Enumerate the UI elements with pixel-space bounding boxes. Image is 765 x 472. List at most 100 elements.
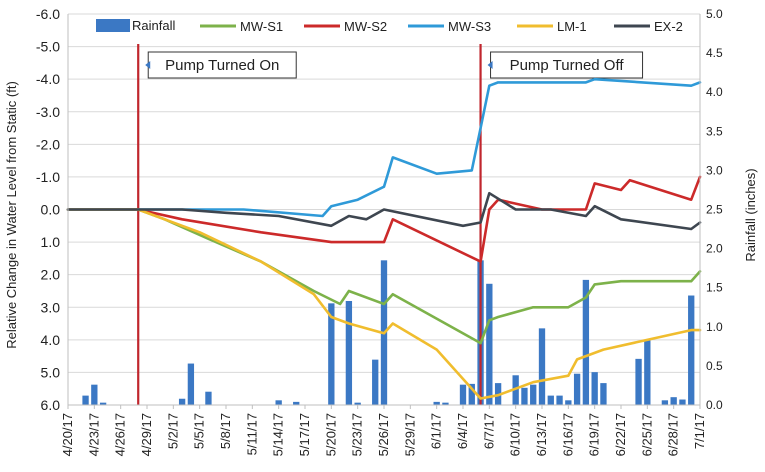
rainfall-bar — [354, 402, 361, 405]
y-tick-label: -4.0 — [36, 71, 60, 87]
legend-label-rainfall: Rainfall — [132, 18, 175, 33]
rainfall-bar — [565, 400, 572, 405]
y-tick-label: 1.0 — [41, 234, 61, 250]
y2-axis-label: Rainfall (inches) — [743, 168, 758, 261]
series-line-ex-2 — [66, 191, 702, 231]
y-axis-label: Relative Change in Water Level from Stat… — [4, 81, 19, 349]
series-line-lm-1 — [66, 208, 702, 400]
rainfall-bar — [635, 358, 642, 405]
rainfall-bar — [538, 328, 546, 405]
rainfall-bar — [372, 359, 379, 405]
legend-label: MW-S1 — [240, 19, 283, 34]
rainfall-bar — [670, 397, 677, 405]
x-tick-label: 4/23/17 — [86, 413, 101, 456]
y-tick-label: -1.0 — [36, 169, 60, 185]
rainfall-bar — [547, 395, 554, 405]
y-tick-label: -2.0 — [36, 136, 60, 152]
rainfall-bar — [205, 391, 212, 405]
rainfall-bar — [275, 400, 282, 405]
x-tick-label: 5/8/17 — [218, 413, 233, 449]
y2-tick-label: 3.5 — [706, 124, 723, 138]
event-arrow — [145, 61, 151, 69]
axes: -6.0 -5.0 -4.0 -3.0 -2.0 -1.0 0.0 1.0 2.0 3.0 4.0 5… — [36, 6, 723, 456]
y2-tick-label: 0.5 — [706, 359, 723, 373]
x-tick-label: 5/26/17 — [376, 413, 391, 456]
event-label: Pump Turned Off — [510, 57, 625, 74]
rainfall-bar — [530, 384, 537, 405]
event-markers: Pump Turned On Pump Turned Off — [137, 44, 644, 405]
rainfall-bar — [556, 395, 563, 405]
legend-label: LM-1 — [557, 19, 587, 34]
rainfall-bar — [433, 401, 440, 405]
event-label-box — [147, 51, 297, 79]
rainfall-bar — [91, 384, 98, 405]
y2-tick-label: 5.0 — [706, 7, 723, 21]
x-tick-label: 6/28/17 — [666, 413, 681, 456]
rainfall-bar — [486, 283, 493, 405]
y-tick-label: -5.0 — [36, 39, 60, 55]
rainfall-bar — [591, 372, 598, 405]
rainfall-bar — [644, 340, 651, 405]
series-line-mw-s1 — [66, 208, 702, 345]
y2-tick-label: 1.0 — [706, 320, 723, 334]
x-tick-label: 6/13/17 — [534, 413, 549, 456]
legend-label: MW-S3 — [448, 19, 491, 34]
legend-swatch-rainfall — [96, 19, 130, 32]
x-tick-label: 5/2/17 — [165, 413, 180, 449]
y2-tick-label: 0.0 — [706, 398, 723, 412]
y-tick-label: 2.0 — [41, 267, 61, 283]
legend-label: MW-S2 — [344, 19, 387, 34]
x-tick-label: 5/29/17 — [402, 413, 417, 456]
x-tick-label: 5/23/17 — [350, 413, 365, 456]
rainfall-bar — [328, 303, 335, 405]
legend-label: EX-2 — [654, 19, 683, 34]
event-label-box — [490, 51, 644, 79]
legend: Rainfall MW-S1 MW-S2 MW-S3 LM-1 EX-2 — [96, 18, 683, 34]
x-tick-label: 4/20/17 — [60, 413, 75, 456]
rainfall-bar — [99, 402, 107, 405]
rainfall-bar — [468, 383, 475, 405]
rainfall-bar — [345, 300, 353, 405]
x-tick-label: 5/11/17 — [244, 413, 259, 455]
rainfall-bar — [582, 279, 590, 405]
x-tick-label: 6/19/17 — [587, 413, 602, 456]
x-tick-label: 6/1/17 — [429, 413, 444, 449]
rainfall-bar — [679, 399, 686, 405]
x-tick-label: 4/29/17 — [139, 413, 154, 456]
y-tick-label: -6.0 — [36, 6, 60, 22]
y2-tick-label: 4.5 — [706, 46, 723, 60]
x-tick-label: 5/20/17 — [323, 413, 338, 456]
rainfall-bar — [178, 398, 186, 405]
y-tick-label: 6.0 — [41, 397, 61, 413]
rainfall-bar — [293, 401, 300, 405]
rainfall-bar — [521, 387, 528, 405]
x-tick-label: 6/22/17 — [613, 413, 628, 456]
y-tick-label: 4.0 — [41, 332, 61, 348]
series-line-mw-s2 — [66, 175, 702, 263]
series-lines — [66, 77, 702, 400]
x-tick-label: 6/10/17 — [508, 413, 523, 456]
rainfall-bar — [459, 384, 467, 405]
y-tick-label: -3.0 — [36, 104, 60, 120]
x-tick-label: 5/14/17 — [271, 413, 286, 456]
x-tick-label: 6/4/17 — [455, 413, 470, 449]
rainfall-bar — [82, 395, 89, 405]
rainfall-bar — [600, 383, 607, 405]
rainfall-bar — [512, 375, 519, 405]
x-tick-label: 6/16/17 — [560, 413, 575, 456]
y-tick-label: 3.0 — [41, 299, 61, 315]
rainfall-bar — [442, 402, 449, 405]
x-tick-label: 6/7/17 — [481, 413, 496, 449]
x-tick-label: 5/5/17 — [192, 413, 207, 449]
y-tick-label: 5.0 — [41, 364, 61, 380]
event-label: Pump Turned On — [165, 57, 279, 74]
y2-tick-label: 1.5 — [706, 281, 723, 295]
series-line-mw-s3 — [66, 77, 702, 218]
y2-tick-label: 2.5 — [706, 203, 723, 217]
rainfall-bar — [661, 400, 669, 405]
y-tick-label: 0.0 — [41, 202, 61, 218]
rainfall-bar — [187, 363, 195, 405]
y2-tick-label: 2.0 — [706, 242, 723, 256]
rainfall-bar — [573, 373, 581, 405]
